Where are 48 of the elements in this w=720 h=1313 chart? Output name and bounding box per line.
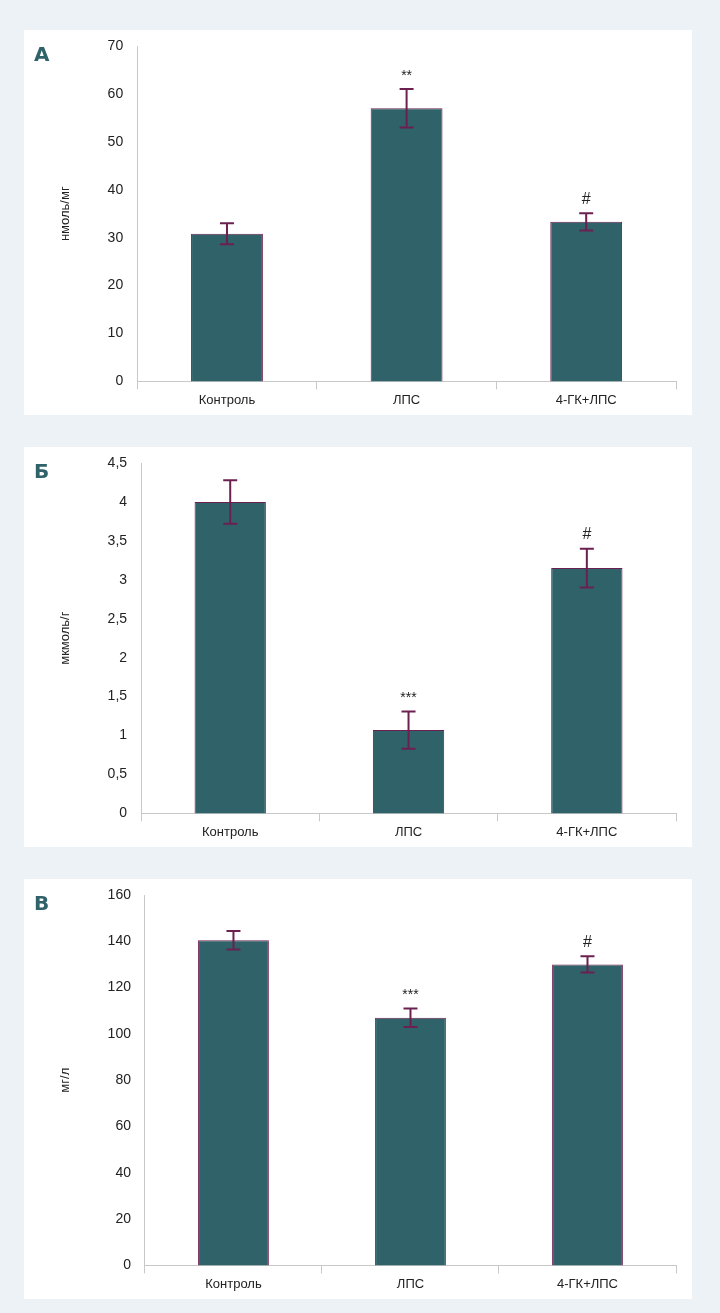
x-tick-label: Контроль [205,1275,262,1291]
y-tick-label: 160 [107,885,132,902]
x-tick-label: 4-ГК+ЛПС [556,823,618,839]
y-tick-label: 30 [107,228,124,245]
y-tick-label: 1 [119,726,128,743]
annotation: ** [401,66,413,83]
y-tick-label: 0,5 [107,765,128,782]
x-tick-label: ЛПС [392,391,421,407]
x-tick-label: Контроль [201,823,259,839]
chart-title: Б [34,459,50,483]
x-tick-label: 4-ГК+ЛПС [555,391,617,407]
x-tick-label: Контроль [198,391,256,407]
x-tick-label: 4-ГК+ЛПС [556,1275,619,1291]
y-tick-label: 60 [107,84,124,101]
annotation: # [583,932,593,950]
annotation: *** [400,689,418,706]
y-tick-label: 40 [115,1163,132,1180]
annotation: *** [402,986,420,1003]
y-axis-title: мкмоль/г [57,611,73,665]
y-tick-label: 120 [107,978,132,995]
y-tick-label: 0 [123,1256,132,1273]
y-tick-label: 70 [107,36,124,53]
y-axis-title: нмоль/мг [57,186,73,242]
y-tick-label: 50 [107,132,124,149]
y-tick-label: 80 [115,1071,132,1088]
y-tick-label: 3 [119,570,128,587]
y-tick-label: 20 [107,276,124,293]
y-tick-label: 0 [119,804,128,821]
y-tick-label: 4,5 [107,453,128,470]
y-tick-label: 3,5 [107,531,128,548]
x-tick-label: ЛПС [394,823,423,839]
x-tick-label: ЛПС [396,1275,425,1291]
y-tick-label: 2,5 [107,609,128,626]
chart-title: А [34,42,50,66]
chart-title: В [34,891,50,915]
y-tick-label: 0 [115,372,124,389]
y-tick-label: 4 [119,492,128,509]
y-tick-label: 2 [119,648,128,665]
y-tick-label: 100 [107,1024,132,1041]
y-tick-label: 20 [115,1209,132,1226]
annotation: # [582,525,592,543]
y-axis-title: мг/л [57,1067,73,1093]
y-tick-label: 10 [107,324,124,341]
y-tick-label: 40 [107,180,124,197]
y-tick-label: 140 [107,932,132,949]
y-tick-label: 60 [115,1117,132,1134]
annotation: # [581,189,591,207]
y-tick-label: 1,5 [107,687,128,704]
